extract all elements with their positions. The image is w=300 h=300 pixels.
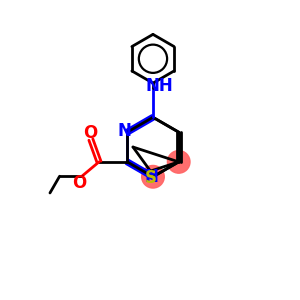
Text: NH: NH bbox=[145, 77, 173, 95]
Text: N: N bbox=[118, 122, 132, 140]
Text: O: O bbox=[83, 124, 98, 142]
Circle shape bbox=[142, 166, 164, 188]
Text: N: N bbox=[145, 168, 158, 186]
Circle shape bbox=[167, 151, 190, 173]
Text: O: O bbox=[72, 174, 86, 192]
Text: S: S bbox=[144, 169, 156, 187]
